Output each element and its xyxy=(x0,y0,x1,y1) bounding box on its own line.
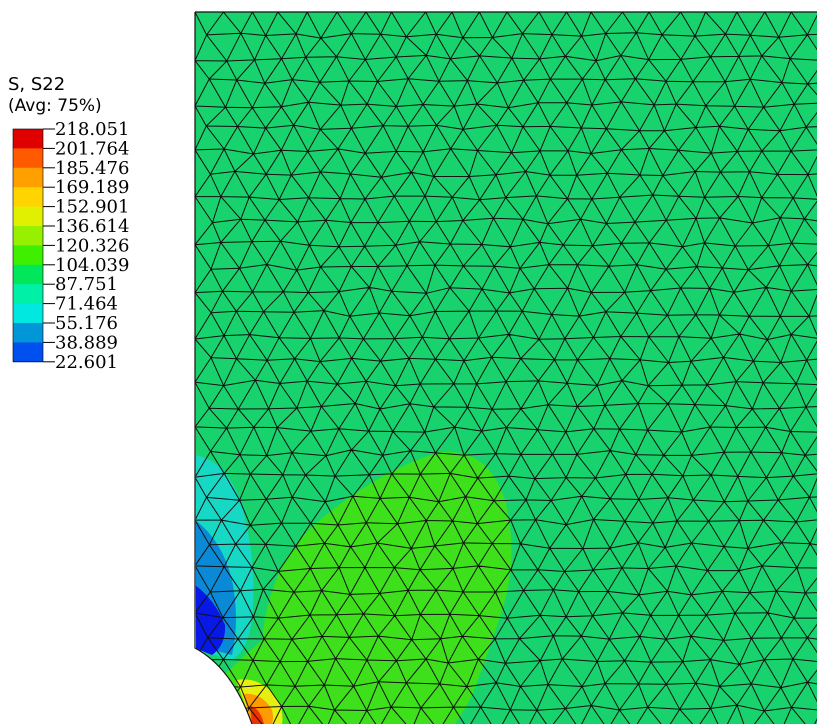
orange-zone xyxy=(243,693,273,724)
legend-labels: 218.051201.764185.476169.189152.901136.6… xyxy=(43,119,129,373)
legend-swatch xyxy=(13,167,43,188)
legend-color-bar xyxy=(12,128,44,363)
legend-swatch xyxy=(13,148,43,169)
contour-legend: S, S22 (Avg: 75%) 218.051201.764185.4761… xyxy=(8,74,129,373)
legend-swatch xyxy=(13,187,43,207)
red-zone xyxy=(250,706,264,724)
legend-swatch xyxy=(13,206,43,227)
legend-label: 87.751 xyxy=(55,274,118,295)
legend-label: 38.889 xyxy=(55,332,118,353)
legend-title: S, S22 xyxy=(8,74,65,95)
legend-label: 185.476 xyxy=(55,158,129,179)
legend-swatch xyxy=(13,284,43,304)
legend-swatch xyxy=(13,323,43,343)
legend-swatch xyxy=(13,245,43,266)
legend-label: 71.464 xyxy=(55,294,118,315)
legend-label: 136.614 xyxy=(55,216,129,237)
legend-swatch xyxy=(13,129,43,149)
fe-model xyxy=(195,12,817,724)
legend-subtitle: (Avg: 75%) xyxy=(8,96,102,116)
mesh-edges xyxy=(195,12,817,724)
legend-label: 55.176 xyxy=(55,313,118,334)
legend-label: 169.189 xyxy=(55,177,129,198)
legend-swatch xyxy=(13,342,43,363)
legend-label: 152.901 xyxy=(55,197,129,218)
legend-swatch xyxy=(13,264,43,285)
part-left-edge xyxy=(194,12,253,724)
legend-label: 120.326 xyxy=(55,235,129,256)
legend-label: 22.601 xyxy=(55,352,118,373)
legend-swatch xyxy=(13,303,43,324)
legend-label: 218.051 xyxy=(55,119,129,140)
legend-label: 104.039 xyxy=(55,255,129,276)
mesh-lines xyxy=(195,12,817,724)
legend-swatch xyxy=(13,226,43,246)
legend-label: 201.764 xyxy=(55,138,129,159)
